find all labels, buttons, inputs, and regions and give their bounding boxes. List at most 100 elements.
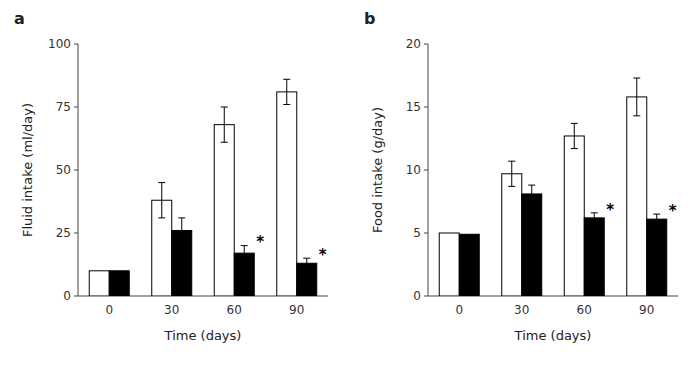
error-cap [591,212,598,213]
panel-label: b [364,9,375,28]
annotation: * [606,201,614,219]
error-cap [283,104,290,105]
bar [502,174,522,296]
y-tick-label: 25 [56,226,71,240]
panel-label: a [14,9,25,28]
error-cap [178,243,185,244]
y-tick-label: 50 [56,163,71,177]
y-tick [74,44,78,45]
panel: b 0 5 10 15 20 0 30 60 90 Time (days) Food intake (… [364,9,678,343]
error-line [286,79,287,104]
error-cap [241,260,248,261]
y-tick-label: 75 [56,100,71,114]
error-bar [303,258,310,268]
error-cap [633,78,640,79]
error-line [224,107,225,142]
error-cap [158,182,165,183]
error-line [594,213,595,223]
panel: a 0 25 50 75 100 0 30 60 90 Time (days) Fluid intak… [14,9,328,343]
error-cap [591,222,598,223]
error-bar [571,123,578,148]
error-cap [221,142,228,143]
y-tick [424,296,428,297]
error-bar [633,78,640,116]
error-line [244,246,245,261]
error-line [161,183,162,218]
error-line [656,214,657,224]
error-line [531,185,532,203]
annotation: * [669,202,677,220]
error-cap [178,217,185,218]
error-cap [653,224,660,225]
x-tick-label: 90 [289,303,304,317]
x-tick-label: 30 [514,303,529,317]
bar [277,92,297,296]
bar [584,218,604,296]
plot-area [89,79,317,296]
error-cap [221,107,228,108]
error-cap [528,185,535,186]
annotation: * [256,233,264,251]
x-tick-label: 60 [577,303,592,317]
error-cap [571,123,578,124]
error-bar [528,185,535,203]
x-tick-label: 90 [639,303,654,317]
error-cap [303,258,310,259]
error-line [511,161,512,186]
bar [297,263,317,296]
x-tick-label: 0 [455,303,463,317]
error-bar [178,218,185,243]
y-tick [74,107,78,108]
y-tick-label: 5 [413,226,421,240]
y-axis-label: Fluid intake (ml/day) [20,103,35,237]
error-cap [653,214,660,215]
bar [439,233,459,296]
bar [564,136,584,296]
x-tick-label: 0 [105,303,113,317]
chart-canvas: a02550751000306090Time (days)Fluid intak… [0,0,700,368]
error-bar [158,183,165,218]
error-cap [571,148,578,149]
annotation: * [319,246,327,264]
error-line [636,78,637,116]
error-cap [283,79,290,80]
error-cap [241,245,248,246]
x-axis-label: Time (days) [514,328,592,343]
x-tick-label: 60 [227,303,242,317]
y-tick [424,233,428,234]
error-line [574,123,575,148]
error-bar [241,246,248,261]
y-tick-label: 0 [413,289,421,303]
error-line [306,258,307,268]
bar [459,234,479,296]
error-bar [653,214,660,224]
error-cap [528,202,535,203]
bar [647,219,667,296]
y-tick [74,233,78,234]
bar [214,125,234,296]
error-cap [303,268,310,269]
error-cap [158,217,165,218]
y-tick [424,170,428,171]
y-tick-label: 10 [406,163,421,177]
error-cap [633,115,640,116]
error-cap [508,161,515,162]
y-tick [74,170,78,171]
y-tick-label: 0 [63,289,71,303]
y-tick-label: 20 [406,37,421,51]
error-bar [221,107,228,142]
error-cap [508,186,515,187]
y-tick [74,296,78,297]
y-tick-label: 15 [406,100,421,114]
bar [522,194,542,296]
y-tick-label: 100 [48,37,71,51]
bar [89,271,109,296]
y-axis-label: Food intake (g/day) [370,107,385,233]
x-axis-label: Time (days) [164,328,242,343]
error-bar [508,161,515,186]
x-tick-label: 30 [164,303,179,317]
error-bar [283,79,290,104]
plot-area [439,78,667,296]
bar [627,97,647,296]
bar [109,271,129,296]
